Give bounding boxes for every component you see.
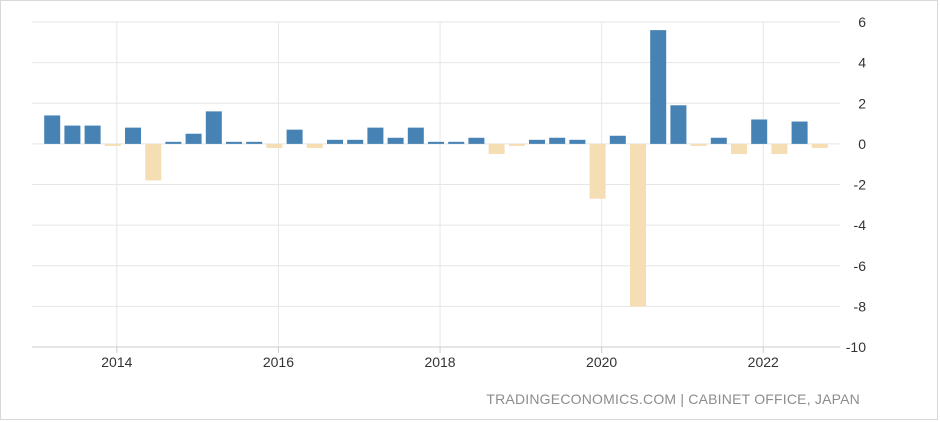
x-tick-label: 2020	[586, 354, 617, 370]
bar-2020-q3[interactable]	[650, 30, 667, 144]
bar-2018-q2[interactable]	[468, 137, 485, 144]
y-tick-label: -6	[854, 258, 867, 274]
bar-2015-q1[interactable]	[205, 111, 222, 144]
bar-2021-q3[interactable]	[731, 143, 747, 155]
bar-2013-q2[interactable]	[64, 125, 81, 144]
bar-2019-q3[interactable]	[569, 139, 586, 144]
bar-2016-q2[interactable]	[306, 143, 323, 148]
bar-2014-q2[interactable]	[145, 143, 162, 181]
y-tick-label: -8	[854, 298, 867, 314]
bar-2022-q2[interactable]	[791, 121, 808, 144]
bar-2020-q1[interactable]	[609, 135, 626, 144]
bar-2013-q4[interactable]	[104, 143, 121, 146]
bar-2014-q3[interactable]	[165, 141, 182, 144]
x-tick-label: 2022	[748, 354, 779, 370]
bar-2020-q4[interactable]	[670, 105, 687, 144]
y-tick-label: -10	[846, 339, 866, 355]
y-tick-label: 0	[858, 136, 866, 152]
bar-2017-q4[interactable]	[428, 141, 444, 144]
axes: 6 4 2 0 -2 -4 -6 -8 -10 2014 2016 2018 2020 2022	[32, 14, 866, 370]
bar-2016-q1[interactable]	[286, 129, 303, 144]
bar-2015-q3[interactable]	[246, 141, 263, 144]
bar-2016-q4[interactable]	[347, 139, 364, 144]
bars	[44, 30, 828, 307]
bar-2018-q3[interactable]	[488, 143, 505, 155]
y-tick-label: 6	[858, 14, 866, 30]
y-tick-label: -4	[854, 217, 867, 233]
bar-2022-q3[interactable]	[811, 143, 828, 148]
bar-2019-q1[interactable]	[529, 139, 545, 144]
x-tick-label: 2014	[101, 354, 132, 370]
source-attribution: TRADINGECONOMICS.COM | CABINET OFFICE, J…	[486, 391, 860, 407]
bar-2017-q3[interactable]	[407, 127, 424, 144]
y-tick-label: 4	[858, 55, 866, 71]
bar-2016-q3[interactable]	[327, 139, 343, 144]
bar-2021-q4[interactable]	[751, 119, 768, 144]
y-tick-label: 2	[858, 95, 866, 111]
bar-2013-q3[interactable]	[84, 125, 101, 144]
bar-2015-q2[interactable]	[226, 141, 242, 144]
x-tick-label: 2018	[424, 354, 455, 370]
grid-lines	[32, 21, 840, 348]
x-tick-label: 2016	[263, 354, 294, 370]
bar-2021-q2[interactable]	[710, 137, 727, 144]
bar-2015-q4[interactable]	[266, 143, 283, 148]
bar-2013-q1[interactable]	[44, 115, 61, 144]
bar-2019-q4[interactable]	[589, 143, 606, 199]
bar-2018-q1[interactable]	[448, 141, 465, 144]
bar-2022-q1[interactable]	[771, 143, 788, 155]
bar-2017-q1[interactable]	[367, 127, 384, 144]
bar-2019-q2[interactable]	[549, 137, 566, 144]
bar-2017-q2[interactable]	[387, 137, 404, 144]
bar-2014-q1[interactable]	[125, 127, 141, 144]
bar-2020-q2[interactable]	[630, 143, 646, 307]
bar-2014-q4[interactable]	[185, 133, 202, 144]
bar-2018-q4[interactable]	[508, 143, 525, 146]
y-tick-label: -2	[854, 177, 867, 193]
bar-2021-q1[interactable]	[690, 143, 707, 146]
